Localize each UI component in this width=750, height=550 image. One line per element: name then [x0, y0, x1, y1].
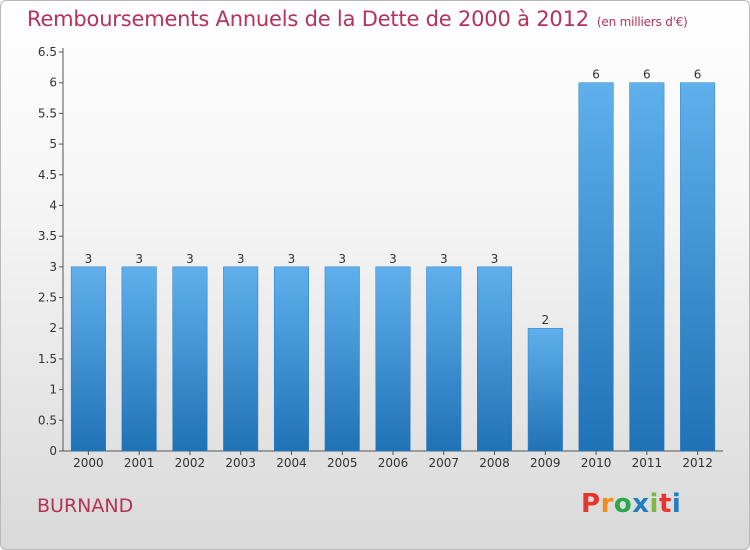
x-tick-label: 2004	[276, 456, 307, 470]
x-tick-label: 2003	[225, 456, 256, 470]
data-label: 6	[643, 68, 651, 82]
x-tick-label: 2008	[479, 456, 510, 470]
bar	[629, 82, 665, 452]
x-tick-label: 2002	[175, 456, 206, 470]
x-tick-label: 2009	[530, 456, 561, 470]
y-ticks: 0 0.5 1 1.5 2 2.5 3 3.5 4 4.5 5 5.5 6 6.5	[38, 45, 63, 458]
data-label: 3	[135, 252, 143, 266]
y-tick-label: 6.5	[38, 45, 57, 59]
data-label: 3	[338, 252, 346, 266]
logo-letter: t	[658, 489, 672, 519]
data-label: 3	[186, 252, 194, 266]
logo-letter: x	[632, 489, 650, 519]
bar	[527, 327, 563, 452]
y-tick-label: 4.5	[38, 168, 57, 182]
y-tick-label: 5.5	[38, 106, 57, 120]
y-tick-label: 2.5	[38, 291, 57, 305]
y-tick-label: 0	[49, 444, 57, 458]
chart-subtitle: (en milliers d'€)	[596, 15, 688, 29]
logo-letter: o	[613, 489, 633, 519]
x-tick-label: 2007	[428, 456, 459, 470]
x-tick-label: 2012	[682, 456, 713, 470]
logo-letter: P	[581, 489, 601, 519]
proxiti-logo: Proxiti	[581, 489, 681, 519]
bars	[70, 82, 716, 452]
logo-letter: r	[600, 489, 614, 519]
y-tick-label: 1.5	[38, 352, 57, 366]
x-tick-label: 2000	[73, 456, 104, 470]
y-tick-label: 3.5	[38, 229, 57, 243]
bar	[578, 82, 614, 452]
commune-name: BURNAND	[37, 495, 134, 517]
bar	[426, 266, 462, 452]
logo-letter: i	[671, 489, 682, 519]
x-tick-label: 2001	[124, 456, 155, 470]
data-label: 6	[592, 68, 600, 82]
x-tick-label: 2010	[581, 456, 612, 470]
y-tick-label: 4	[49, 198, 57, 212]
y-tick-label: 0.5	[38, 413, 57, 427]
data-label: 3	[237, 252, 245, 266]
y-tick-label: 6	[49, 76, 57, 90]
x-tick-label: 2006	[378, 456, 409, 470]
y-tick-label: 3	[49, 260, 57, 274]
bar	[172, 266, 208, 452]
x-tick-label: 2011	[632, 456, 663, 470]
chart-title: Remboursements Annuels de la Dette de 20…	[27, 7, 688, 31]
bar	[273, 266, 309, 452]
data-label: 3	[491, 252, 499, 266]
y-tick-label: 5	[49, 137, 57, 151]
bar	[70, 266, 106, 452]
y-tick-label: 2	[49, 321, 57, 335]
y-tick-label: 1	[49, 383, 57, 397]
bar	[680, 82, 716, 452]
data-label: 3	[440, 252, 448, 266]
data-label: 3	[389, 252, 397, 266]
x-tick-labels: 2000 2001 2002 2003 2004 2005 2006 2007 2008 2009…	[73, 451, 713, 470]
bar	[477, 266, 513, 452]
bar	[121, 266, 157, 452]
data-label: 6	[694, 68, 702, 82]
bar	[324, 266, 360, 452]
x-tick-label: 2005	[327, 456, 358, 470]
data-label: 3	[288, 252, 296, 266]
data-label: 3	[85, 252, 93, 266]
data-labels: 3 3 3 3 3 3 3 3 3 2 6 6 6	[85, 68, 702, 328]
bar	[223, 266, 259, 452]
logo-letter: i	[649, 489, 659, 519]
data-label: 2	[541, 313, 549, 327]
title-text: Remboursements Annuels de la Dette de 20…	[27, 7, 589, 31]
bar	[375, 266, 411, 452]
